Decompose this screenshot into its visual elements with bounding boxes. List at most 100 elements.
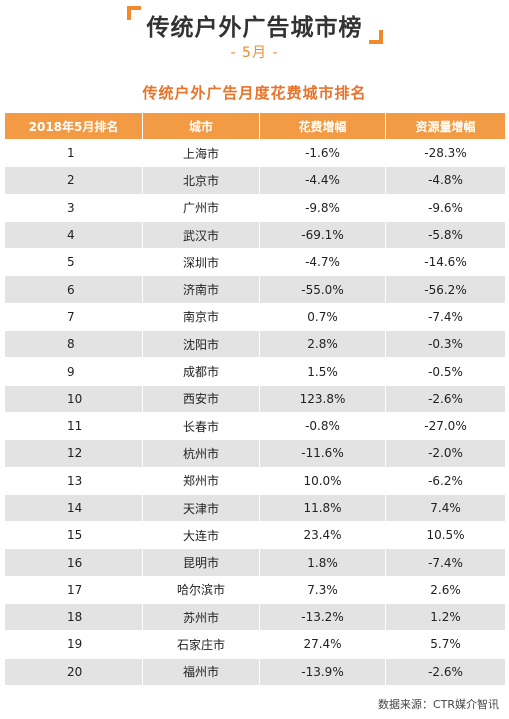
cell-rank: 16 [4, 548, 143, 577]
cell-spend-growth: -1.6% [259, 138, 386, 168]
table-row: 10 西安市 123.8% -2.6% [4, 384, 506, 413]
cell-rank: 4 [4, 220, 143, 250]
cell-resource-growth: 1.2% [385, 603, 506, 632]
cell-city: 天津市 [142, 493, 260, 523]
cell-spend-growth: 2.8% [259, 330, 386, 359]
ranking-table: 2018年5月排名 城市 花费增幅 资源量增幅 1 上海市 -1.6% -28.3% 2… [4, 112, 506, 686]
cell-resource-growth: -2.6% [385, 384, 506, 413]
cell-city: 北京市 [142, 166, 260, 195]
cell-resource-growth: -0.3% [385, 330, 506, 359]
cell-resource-growth: -9.6% [385, 193, 506, 222]
cell-city: 昆明市 [142, 548, 260, 577]
cell-resource-growth: 5.7% [385, 630, 506, 659]
cell-city: 广州市 [142, 193, 260, 222]
title-block: 传统户外广告城市榜 [0, 6, 509, 44]
cell-city: 深圳市 [142, 248, 260, 277]
cell-rank: 10 [4, 384, 143, 413]
cell-rank: 1 [4, 138, 143, 168]
page-title-box: 传统户外广告城市榜 [126, 6, 383, 44]
cell-rank: 20 [4, 657, 143, 686]
cell-spend-growth: -69.1% [259, 220, 386, 250]
cell-rank: 8 [4, 330, 143, 359]
table-row: 4 武汉市 -69.1% -5.8% [4, 220, 506, 250]
cell-resource-growth: -7.4% [385, 302, 506, 332]
cell-spend-growth: -55.0% [259, 275, 386, 304]
column-header-rank: 2018年5月排名 [4, 112, 143, 140]
table-row: 17 哈尔滨市 7.3% 2.6% [4, 575, 506, 605]
cell-city: 郑州市 [142, 466, 260, 495]
cell-spend-growth: 11.8% [259, 493, 386, 523]
cell-resource-growth: -56.2% [385, 275, 506, 304]
table-row: 3 广州市 -9.8% -9.6% [4, 193, 506, 222]
cell-spend-growth: -4.7% [259, 248, 386, 277]
cell-resource-growth: -6.2% [385, 466, 506, 495]
cell-resource-growth: -2.6% [385, 657, 506, 686]
cell-rank: 15 [4, 521, 143, 550]
table-row: 20 福州市 -13.9% -2.6% [4, 657, 506, 686]
cell-resource-growth: -28.3% [385, 138, 506, 168]
cell-city: 苏州市 [142, 603, 260, 632]
cell-city: 沈阳市 [142, 330, 260, 359]
cell-spend-growth: 10.0% [259, 466, 386, 495]
table-row: 16 昆明市 1.8% -7.4% [4, 548, 506, 577]
table-row: 1 上海市 -1.6% -28.3% [4, 138, 506, 168]
cell-city: 武汉市 [142, 220, 260, 250]
cell-spend-growth: -0.8% [259, 411, 386, 441]
cell-city: 福州市 [142, 657, 260, 686]
table-row: 14 天津市 11.8% 7.4% [4, 493, 506, 523]
cell-rank: 14 [4, 493, 143, 523]
table-subtitle: 传统户外广告月度花费城市排名 [142, 84, 367, 102]
cell-spend-growth: 7.3% [259, 575, 386, 605]
table-row: 12 杭州市 -11.6% -2.0% [4, 439, 506, 468]
cell-spend-growth: 27.4% [259, 630, 386, 659]
table-row: 18 苏州市 -13.2% 1.2% [4, 603, 506, 632]
cell-rank: 19 [4, 630, 143, 659]
cell-rank: 18 [4, 603, 143, 632]
cell-city: 济南市 [142, 275, 260, 304]
table-body: 1 上海市 -1.6% -28.3% 2 北京市 -4.4% -4.8% 3 广州市 -9.8% -9… [4, 138, 506, 686]
cell-spend-growth: -4.4% [259, 166, 386, 195]
data-source-note: 数据来源：CTR媒介智讯 [377, 698, 499, 711]
cell-resource-growth: -5.8% [385, 220, 506, 250]
cell-resource-growth: -2.0% [385, 439, 506, 468]
cell-resource-growth: 2.6% [385, 575, 506, 605]
cell-spend-growth: -13.2% [259, 603, 386, 632]
cell-city: 杭州市 [142, 439, 260, 468]
table-row: 9 成都市 1.5% -0.5% [4, 357, 506, 386]
table-row: 5 深圳市 -4.7% -14.6% [4, 248, 506, 277]
cell-spend-growth: 1.5% [259, 357, 386, 386]
table-row: 8 沈阳市 2.8% -0.3% [4, 330, 506, 359]
table-header-row: 2018年5月排名 城市 花费增幅 资源量增幅 [4, 112, 506, 140]
table-row: 2 北京市 -4.4% -4.8% [4, 166, 506, 195]
cell-rank: 12 [4, 439, 143, 468]
cell-city: 成都市 [142, 357, 260, 386]
cell-rank: 2 [4, 166, 143, 195]
cell-spend-growth: 23.4% [259, 521, 386, 550]
cell-resource-growth: -4.8% [385, 166, 506, 195]
table-row: 7 南京市 0.7% -7.4% [4, 302, 506, 332]
cell-resource-growth: -27.0% [385, 411, 506, 441]
cell-rank: 13 [4, 466, 143, 495]
column-header-city: 城市 [142, 112, 260, 140]
cell-rank: 6 [4, 275, 143, 304]
cell-city: 石家庄市 [142, 630, 260, 659]
cell-city: 哈尔滨市 [142, 575, 260, 605]
cell-resource-growth: 7.4% [385, 493, 506, 523]
page-title: 传统户外广告城市榜 [146, 15, 363, 41]
cell-city: 南京市 [142, 302, 260, 332]
table-row: 6 济南市 -55.0% -56.2% [4, 275, 506, 304]
cell-rank: 3 [4, 193, 143, 222]
table-row: 11 长春市 -0.8% -27.0% [4, 411, 506, 441]
cell-city: 西安市 [142, 384, 260, 413]
cell-resource-growth: -14.6% [385, 248, 506, 277]
cell-spend-growth: 1.8% [259, 548, 386, 577]
cell-spend-growth: 0.7% [259, 302, 386, 332]
column-header-spend-growth: 花费增幅 [259, 112, 386, 140]
cell-spend-growth: -13.9% [259, 657, 386, 686]
cell-resource-growth: 10.5% [385, 521, 506, 550]
cell-city: 长春市 [142, 411, 260, 441]
corner-bracket-bottom-right [368, 30, 383, 44]
cell-rank: 17 [4, 575, 143, 605]
cell-resource-growth: -7.4% [385, 548, 506, 577]
cell-spend-growth: -9.8% [259, 193, 386, 222]
